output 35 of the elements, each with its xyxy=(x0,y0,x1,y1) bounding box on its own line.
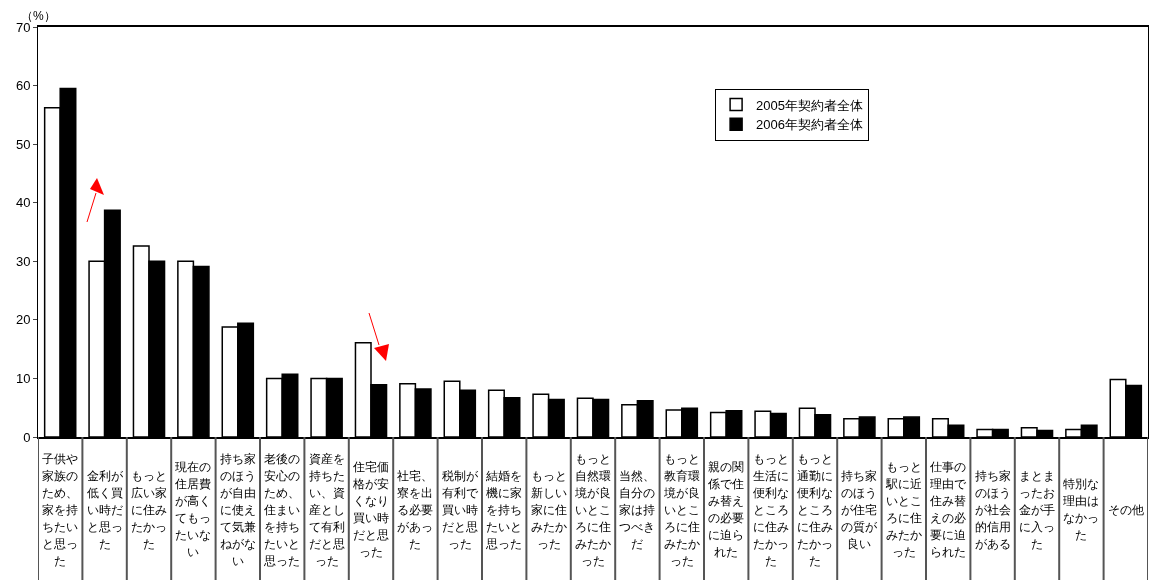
legend-label: 2006年契約者全体 xyxy=(756,117,864,133)
y-tick-label: 50 xyxy=(15,136,31,152)
x-tick-label: もっと新しい家に住みたかった xyxy=(529,467,568,553)
x-tick-label: 金利が低く買い時だと思った xyxy=(85,467,124,553)
y-axis-title: （%） xyxy=(21,9,56,23)
x-tick-label: 当然、自分の家は持つべきだ xyxy=(618,467,657,553)
x-tick-label: 社宅、寮を出る必要があった xyxy=(396,467,435,553)
y-tick-label: 0 xyxy=(23,429,31,445)
legend-label: 2005年契約者全体 xyxy=(756,97,864,113)
y-tick-label: 30 xyxy=(15,253,31,269)
y-tick-label: 20 xyxy=(15,312,31,328)
x-tick-label: 仕事の理由で住み替えの必要に迫られた xyxy=(929,459,968,561)
x-tick-label: その他 xyxy=(1107,501,1144,519)
x-tick-label: 資産を持ちたい、資産として有利だと思った xyxy=(307,450,346,570)
y-tick-label: 40 xyxy=(15,195,31,211)
x-tick-label: もっと教育環境が良いところに住みたかった xyxy=(662,450,701,570)
x-tick-label: 子供や家族のため、家を持ちたいと思った xyxy=(41,450,80,570)
x-tick-label: もっと駅に近いところに住みたかった xyxy=(884,459,923,561)
x-tick-label: 持ち家のほうが社会的信用がある xyxy=(973,467,1012,553)
x-tick-label: まとまったお金が手に入った xyxy=(1018,467,1056,553)
x-tick-label: もっと生活に便利なところに住みたかった xyxy=(751,450,790,570)
x-tick-label: もっと通勤に便利なところに住みたかった xyxy=(796,450,834,570)
x-tick-label: 持ち家のほうが自由に使えて気兼ねがない xyxy=(218,450,257,570)
x-tick-label: 税制が有利で買い時だと思った xyxy=(440,467,479,553)
y-tick-label: 60 xyxy=(15,78,31,94)
y-tick-label: 10 xyxy=(15,370,31,386)
x-tick-label: 住宅価格が安くなり買い時だと思った xyxy=(352,459,390,561)
x-tick-label: もっと広い家に住みたかった xyxy=(130,467,168,553)
x-tick-label: 特別な理由はなかった xyxy=(1062,476,1101,544)
x-tick-label: 結婚を機に家を持ちたいと思った xyxy=(485,467,524,553)
x-tick-label: 現在の住居費が高くてもったいない xyxy=(174,459,213,561)
x-tick-label: 親の関係で住み替えの必要に迫られた xyxy=(707,459,746,561)
x-tick-label: もっと自然環境が良いところに住みたかった xyxy=(574,450,612,570)
x-tick-label: 老後の安心のため、住まいを持ちたいと思った xyxy=(263,450,302,570)
x-tick-label: 持ち家のほうが住宅の質が良い xyxy=(840,467,879,553)
